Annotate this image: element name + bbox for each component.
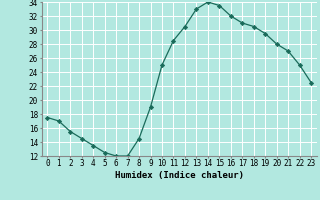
X-axis label: Humidex (Indice chaleur): Humidex (Indice chaleur) [115, 171, 244, 180]
